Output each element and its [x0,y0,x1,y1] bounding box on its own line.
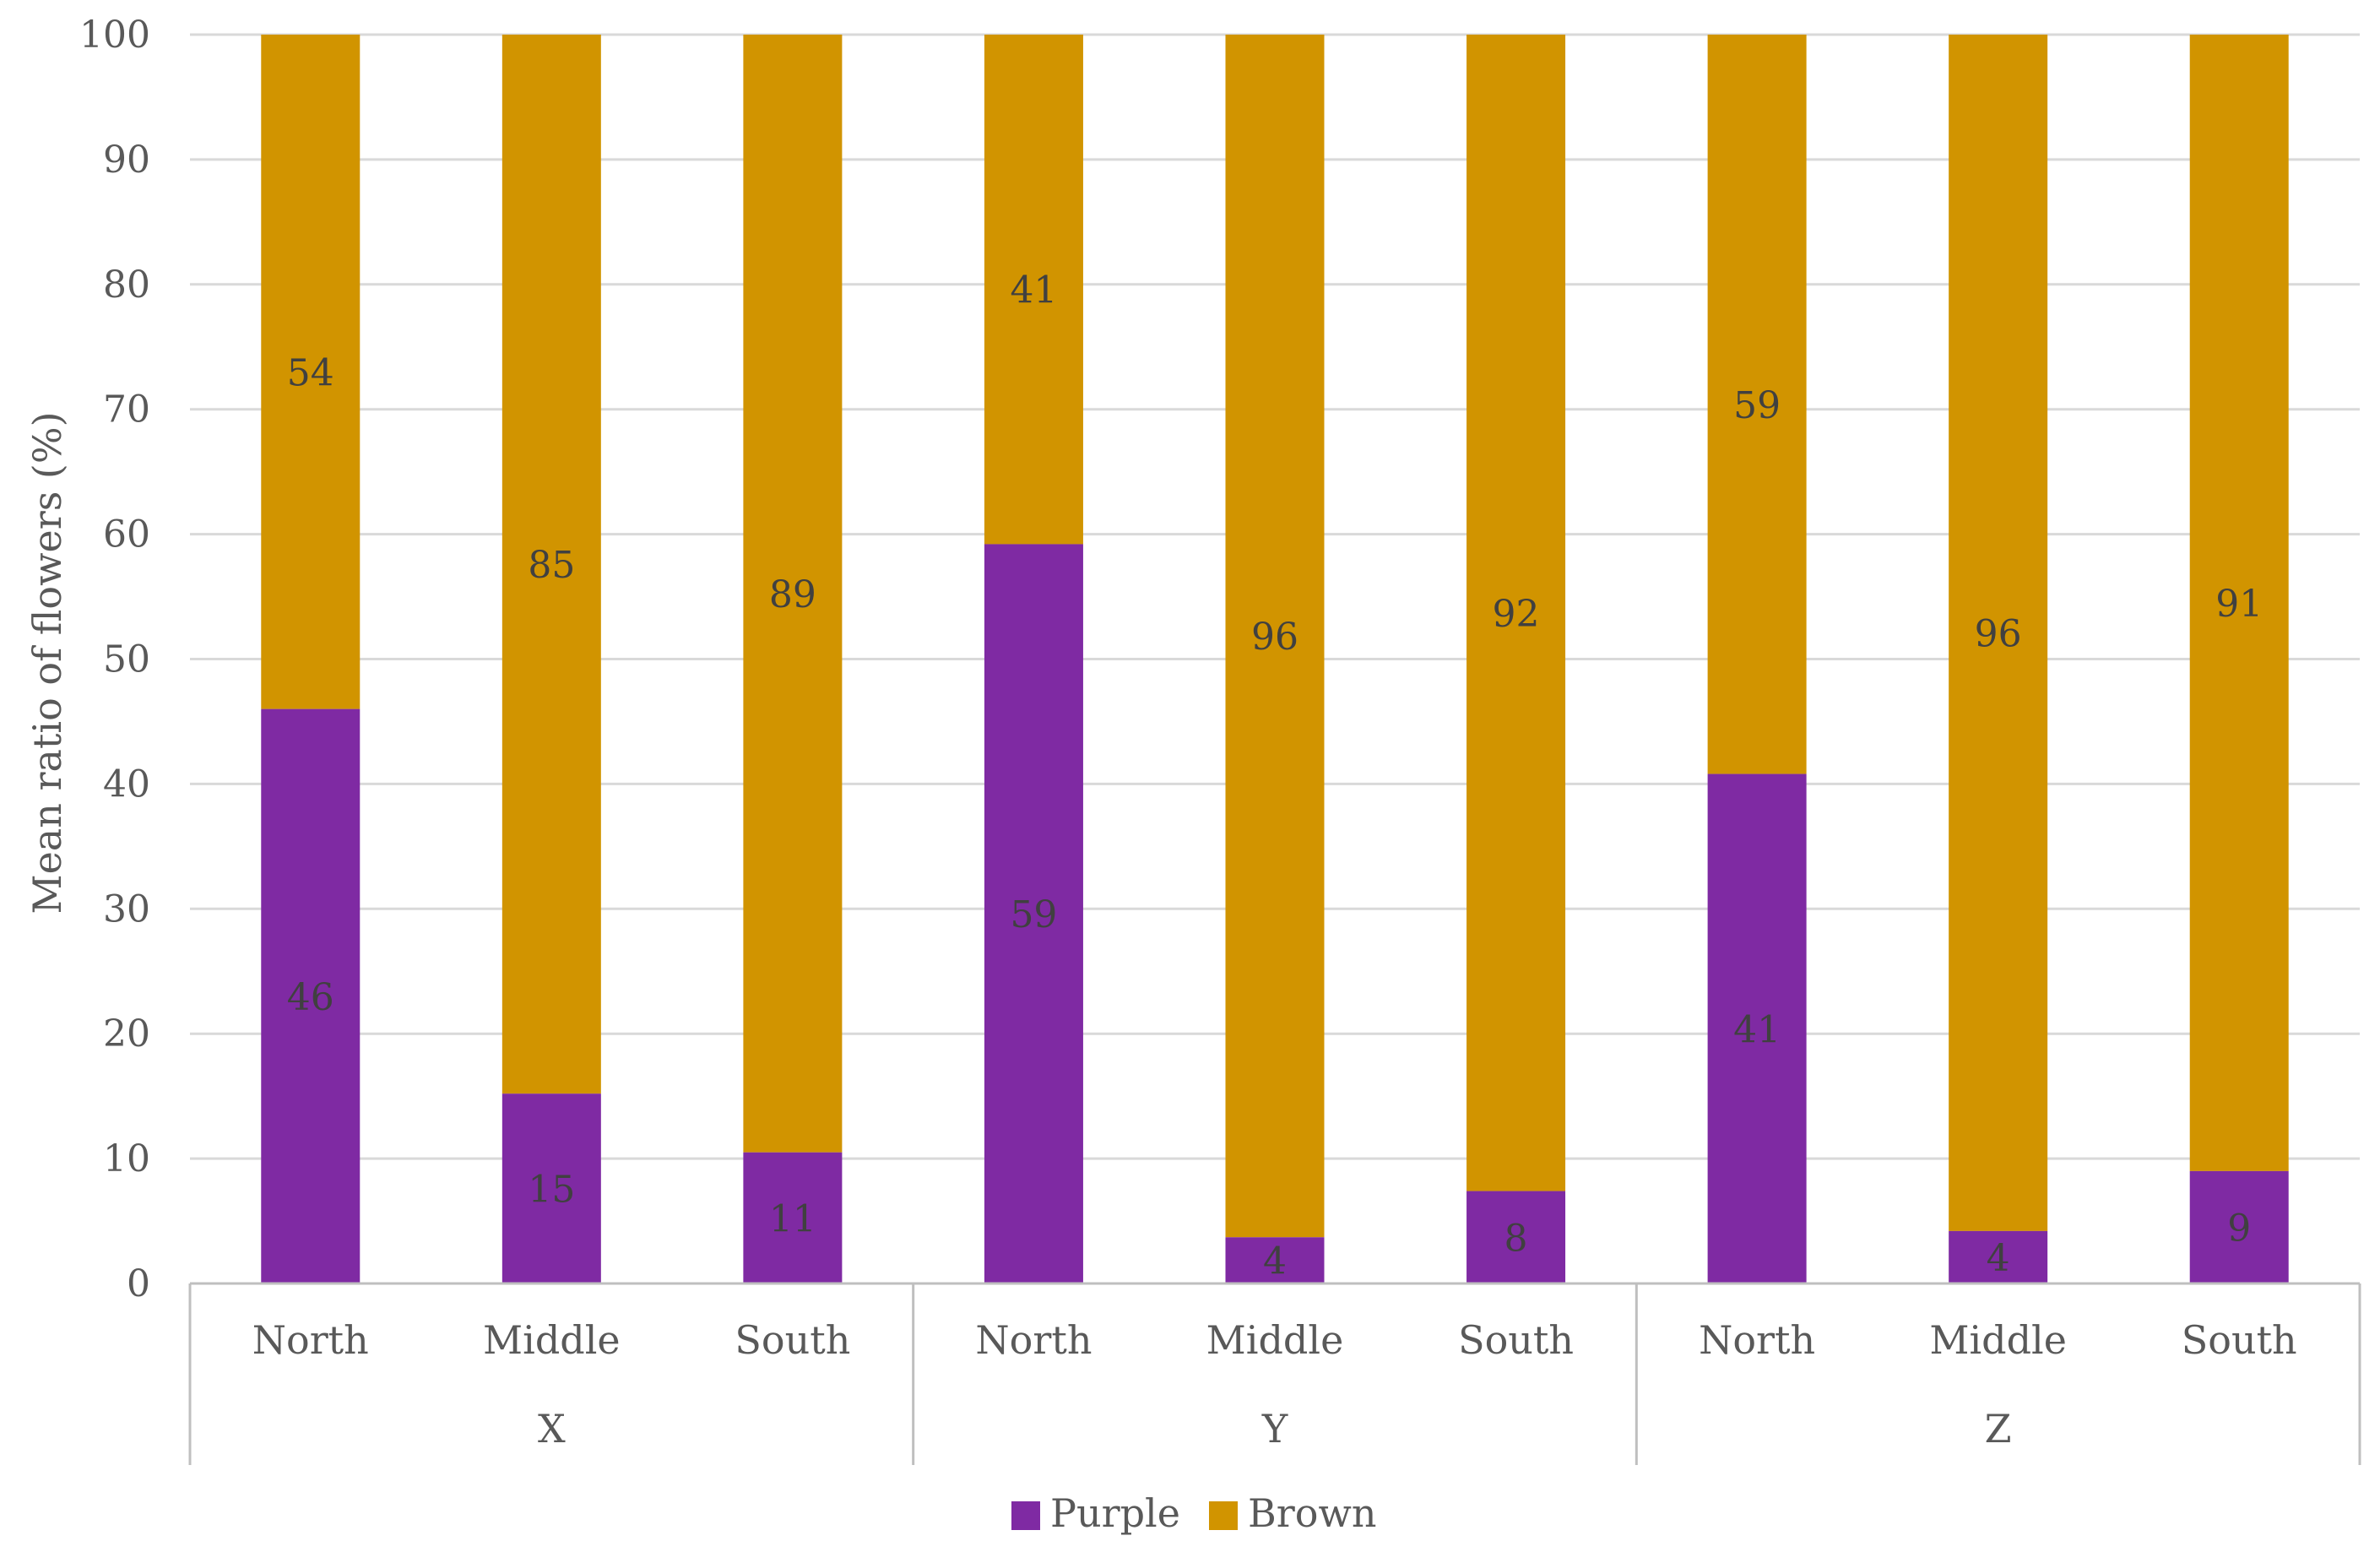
category-label: Middle [483,1317,621,1363]
legend-swatch-purple [1011,1501,1040,1530]
data-label-purple: 46 [287,976,334,1019]
y-tick-label: 90 [103,138,150,182]
bar-brown [1225,35,1325,1238]
group-label: Z [1985,1406,2012,1452]
data-label-purple: 41 [1733,1008,1781,1051]
data-label-purple: 15 [528,1169,575,1212]
y-tick-label: 60 [103,513,150,556]
axes: X Y Z North Middle South North Middle South North… [188,1282,2361,1465]
bar-brown [261,35,361,709]
data-label-purple: 59 [1010,893,1057,936]
data-label-purple: 4 [1987,1237,2010,1280]
legend-label-brown: Brown [1248,1490,1377,1536]
y-tick-label: 30 [103,887,150,931]
bar-purple [261,708,361,1283]
bar-brown [984,35,1083,545]
bar-purple [1707,773,1807,1283]
bar-purple [501,1093,601,1283]
y-tick-label: 80 [103,263,150,307]
category-label: North [975,1317,1092,1363]
category-label: Middle [1929,1317,2067,1363]
bar-brown [2189,35,2289,1171]
y-tick-label: 50 [103,638,150,681]
legend: Purple Brown [1011,1490,1377,1536]
y-tick-label: 20 [103,1012,150,1055]
bar-brown [1949,35,2048,1231]
y-tick-label: 0 [127,1262,150,1305]
bar-purple [1225,1237,1325,1283]
bar-purple [984,544,1083,1283]
bar-brown [1466,35,1566,1191]
group-label: X [538,1406,566,1452]
data-label-brown: 96 [1975,612,2022,655]
data-label-purple: 11 [769,1197,816,1240]
category-label: South [1458,1317,1574,1363]
data-label-brown: 91 [2215,583,2263,626]
legend-swatch-brown [1209,1501,1238,1530]
y-tick-label: 40 [103,762,150,806]
data-label-purple: 9 [2227,1207,2251,1250]
data-label-brown: 96 [1251,616,1298,659]
bar-purple [1949,1230,2048,1283]
data-label-brown: 54 [287,351,334,394]
legend-label-purple: Purple [1050,1490,1180,1536]
category-label: Middle [1206,1317,1344,1363]
bar-brown [1707,35,1807,774]
y-axis-label: Mean ratio of flowers (%) [24,411,70,914]
data-labels: 46 54 15 85 11 89 59 41 4 96 8 92 41 59 4 96 9 91 [287,269,2263,1283]
category-label: South [2182,1317,2297,1363]
data-label-brown: 89 [769,573,816,616]
data-label-brown: 92 [1493,593,1540,636]
data-label-brown: 41 [1010,269,1057,312]
data-label-purple: 8 [1504,1217,1528,1260]
bar-purple [2189,1170,2289,1283]
category-label: North [252,1317,369,1363]
bars [261,35,2289,1283]
bar-brown [743,35,843,1153]
category-label: North [1699,1317,1815,1363]
category-label: South [735,1317,850,1363]
bar-brown [501,35,601,1094]
y-tick-label: 70 [103,388,150,431]
group-label: Y [1261,1406,1288,1452]
data-label-brown: 85 [528,544,575,587]
y-tick-label: 100 [79,14,150,57]
data-label-brown: 59 [1733,384,1781,427]
y-tick-label: 10 [103,1137,150,1180]
bar-purple [743,1152,843,1283]
data-label-purple: 4 [1263,1240,1287,1283]
bar-purple [1466,1191,1566,1283]
